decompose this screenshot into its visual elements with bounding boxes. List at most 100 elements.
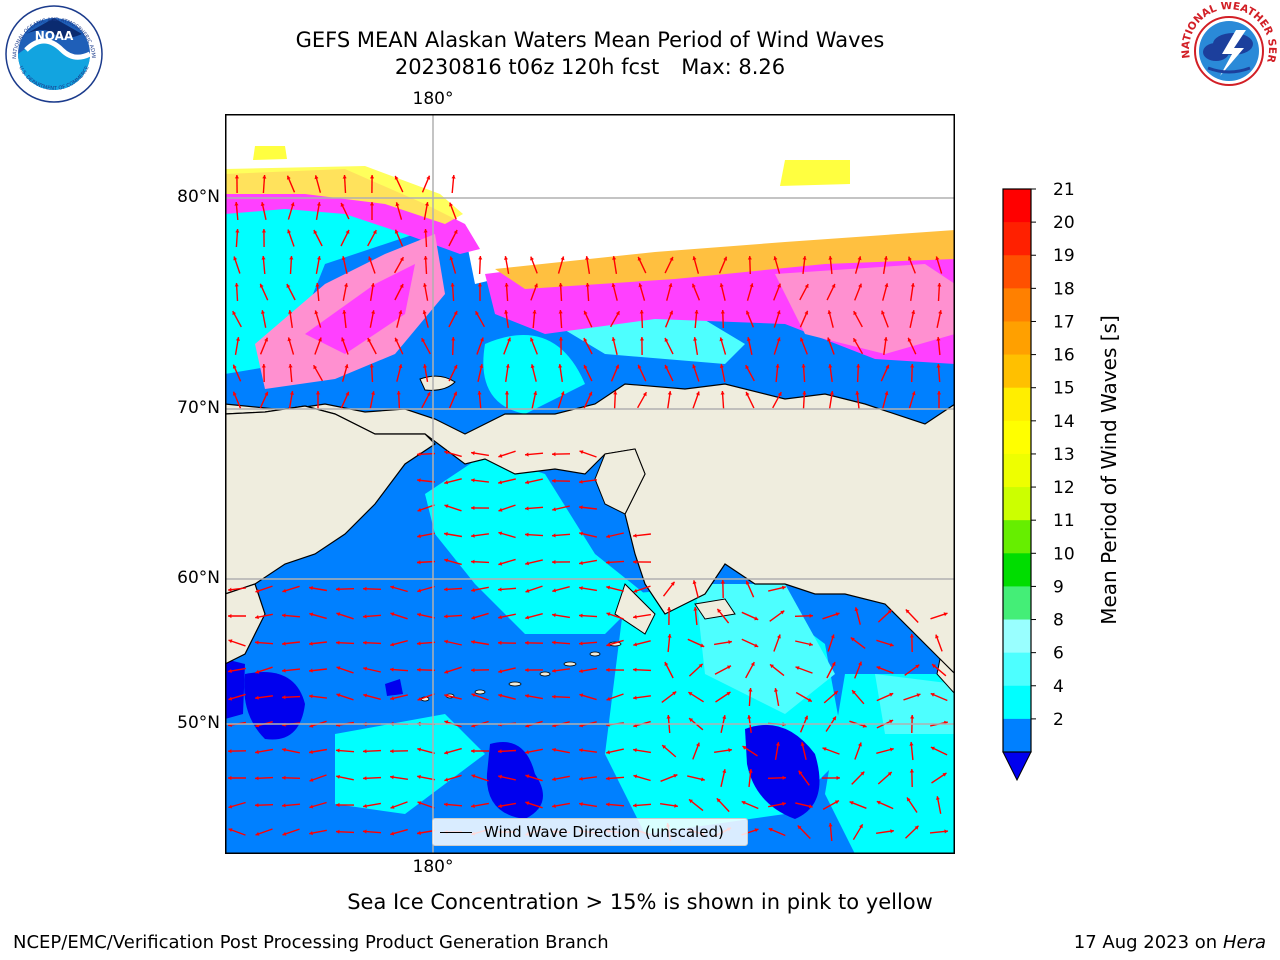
- wave-arrow-head: [833, 691, 838, 695]
- wave-arrow-head: [831, 662, 836, 666]
- wave-arrow-head: [579, 586, 583, 591]
- low-period-area-5: [385, 679, 403, 696]
- wave-arrow-head: [667, 607, 672, 611]
- wave-arrow-head: [471, 749, 475, 754]
- wave-arrow-head: [262, 175, 267, 179]
- wave-arrow-head: [417, 478, 421, 483]
- wave-arrow-head: [336, 748, 340, 753]
- wave-arrow-head: [611, 337, 616, 341]
- colorbar-tick-label: 16: [1053, 346, 1075, 366]
- wave-arrow-head: [368, 256, 373, 261]
- wave-arrow-head: [228, 828, 233, 832]
- wave-arrow-head: [606, 667, 610, 672]
- wave-arrow-head: [444, 450, 449, 455]
- wave-arrow-head: [781, 585, 786, 590]
- wave-arrow-head: [288, 364, 293, 368]
- wave-arrow-head: [741, 801, 746, 805]
- wave-arrow-head: [558, 337, 563, 341]
- wave-arrow-head: [809, 642, 813, 647]
- wave-arrow-head: [309, 831, 313, 836]
- chart-title: GEFS MEAN Alaskan Waters Mean Period of …: [295, 28, 885, 52]
- wave-arrow-head: [282, 803, 286, 808]
- wave-arrow-head: [525, 774, 530, 779]
- wave-arrow-head: [423, 283, 427, 287]
- wave-arrow-head: [228, 669, 232, 673]
- wave-arrow-head: [642, 392, 647, 397]
- sea-ice-patch-nw: [253, 146, 287, 160]
- wave-arrow-head: [856, 364, 861, 368]
- wave-arrow-head: [881, 310, 885, 315]
- wave-arrow-head: [552, 507, 556, 512]
- wave-arrow-head: [834, 800, 839, 805]
- wave-arrow-head: [830, 634, 835, 639]
- wave-arrow-head: [633, 642, 638, 647]
- wave-arrow-head: [633, 533, 637, 538]
- wave-arrow-head: [935, 796, 940, 800]
- colorbar-title: Mean Period of Wind Waves [s]: [1097, 315, 1121, 625]
- wave-arrow-head: [370, 283, 375, 287]
- wave-arrow-head: [444, 639, 448, 644]
- wave-arrow-head: [417, 534, 421, 539]
- wave-arrow-head: [797, 825, 802, 830]
- wave-arrow-head: [853, 311, 858, 316]
- wave-arrow-head: [255, 803, 259, 808]
- wave-arrow-head: [363, 693, 368, 698]
- wave-arrow-head: [314, 175, 319, 180]
- colorbar-band: [1003, 685, 1031, 720]
- wave-arrow-head: [911, 391, 916, 396]
- wave-arrow-head: [534, 283, 538, 288]
- wave-arrow-head: [471, 559, 475, 564]
- wave-arrow-head: [774, 688, 778, 692]
- wave-arrow-head: [444, 802, 448, 807]
- wave-arrow-head: [390, 749, 394, 754]
- wave-arrow-head: [606, 642, 611, 647]
- wave-arrow-head: [264, 391, 269, 396]
- sea-ice-note: Sea Ice Concentration > 15% is shown in …: [347, 890, 933, 914]
- wave-arrow-head: [530, 364, 535, 369]
- map-panel: [225, 114, 955, 854]
- noaa-logo-text: NOAA: [35, 29, 74, 43]
- wave-arrow-head: [664, 364, 669, 369]
- wave-arrow-head: [453, 364, 458, 369]
- wave-arrow-head: [938, 310, 943, 314]
- wave-arrow-head: [498, 640, 502, 645]
- wave-arrow-head: [850, 637, 855, 642]
- wave-arrow-head: [345, 229, 350, 234]
- wave-arrow-head: [475, 311, 479, 316]
- wave-arrow-head: [673, 774, 678, 778]
- colorbar-band: [1003, 487, 1031, 521]
- wave-arrow-head: [782, 801, 786, 806]
- wave-arrow-head: [309, 804, 314, 809]
- wave-arrow-head: [558, 310, 563, 314]
- wave-arrow-head: [579, 450, 584, 455]
- wave-arrow-head: [754, 616, 759, 621]
- wave-arrow-head: [855, 391, 860, 395]
- wave-arrow-head: [606, 560, 610, 565]
- wave-arrow-head: [579, 560, 583, 565]
- wave-arrow-head: [782, 775, 786, 780]
- wave-arrow-head: [822, 747, 827, 751]
- footer-date-text: 17 Aug 2023 on: [1073, 932, 1218, 953]
- wave-arrow-head: [858, 283, 862, 288]
- wave-arrow-head: [313, 230, 318, 234]
- colorbar-band: [1003, 652, 1031, 687]
- wave-arrow-head: [286, 284, 291, 288]
- wave-arrow-head: [722, 769, 727, 773]
- wave-arrow-head: [234, 175, 239, 179]
- wave-arrow-head: [261, 229, 266, 233]
- wave-arrow-head: [260, 310, 265, 314]
- wave-arrow-head: [232, 311, 237, 316]
- wave-arrow-head: [552, 478, 556, 483]
- wave-arrow-head: [909, 634, 914, 638]
- wave-arrow-head: [417, 641, 421, 646]
- wave-arrow-head: [260, 202, 265, 206]
- wave-arrow-head: [336, 829, 340, 834]
- wave-arrow-head: [390, 805, 395, 809]
- wave-arrow-head: [937, 283, 942, 287]
- colorbar-band: [1003, 586, 1031, 621]
- wave-arrow-head: [444, 587, 448, 592]
- wave-arrow-head: [558, 283, 563, 287]
- forecast-run: 20230816 t06z 120h fcst: [394, 55, 660, 79]
- wave-arrow-head: [606, 776, 610, 781]
- wave-arrow-head: [936, 337, 941, 341]
